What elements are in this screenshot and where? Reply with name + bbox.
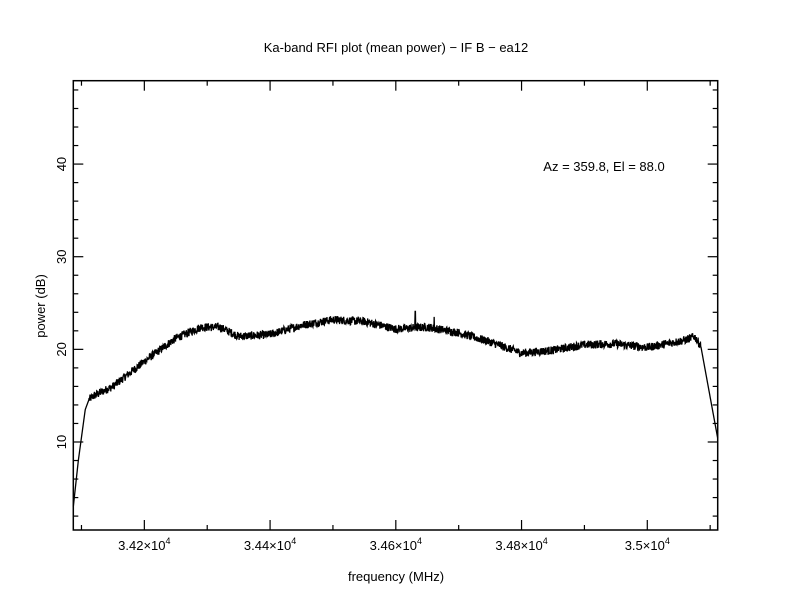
y-tick-label: 20 [54, 342, 69, 356]
x-tick-label: 3.5×104 [625, 536, 670, 553]
x-axis-label: frequency (MHz) [348, 569, 444, 584]
x-tick-label: 3.46×104 [370, 536, 422, 553]
axis-ticks [73, 80, 718, 530]
y-tick-label: 40 [54, 157, 69, 171]
x-tick-label: 3.48×104 [495, 536, 547, 553]
tick-labels: 3.42×104 3.44×104 3.46×104 3.48×104 3.5×104 1… [54, 157, 670, 553]
y-tick-label: 30 [54, 249, 69, 263]
y-axis-label: power (dB) [33, 274, 48, 338]
az-el-annotation: Az = 359.8, El = 88.0 [543, 159, 664, 174]
x-tick-label: 3.42×104 [118, 536, 170, 553]
y-tick-label: 10 [54, 435, 69, 449]
chart-title: Ka-band RFI plot (mean power) − IF B − e… [264, 40, 528, 55]
x-tick-label: 3.44×104 [244, 536, 296, 553]
plot-frame [72, 79, 719, 531]
series-line-mean-power [72, 310, 719, 507]
